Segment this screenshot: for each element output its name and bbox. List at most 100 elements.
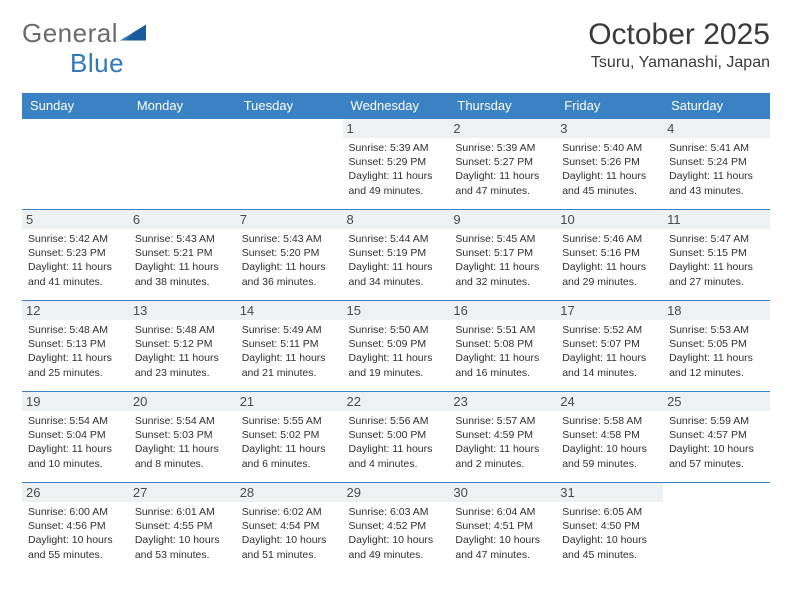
calendar-cell: 23 Sunrise: 5:57 AMSunset: 4:59 PMDayligh… bbox=[449, 391, 556, 482]
day-info: Sunrise: 5:59 AMSunset: 4:57 PMDaylight:… bbox=[669, 414, 764, 471]
day-number: 27 bbox=[129, 483, 236, 502]
calendar-body: ...1Sunrise: 5:39 AMSunset: 5:29 PMDayli… bbox=[22, 118, 770, 573]
day-number: 18 bbox=[663, 301, 770, 320]
day-number: 17 bbox=[556, 301, 663, 320]
calendar-cell: 20 Sunrise: 5:54 AMSunset: 5:03 PMDayligh… bbox=[129, 391, 236, 482]
day-number: 3 bbox=[556, 119, 663, 138]
day-info: Sunrise: 6:03 AMSunset: 4:52 PMDaylight:… bbox=[349, 505, 444, 562]
day-number: 29 bbox=[343, 483, 450, 502]
day-number: 19 bbox=[22, 392, 129, 411]
calendar-cell: 13Sunrise: 5:48 AMSunset: 5:12 PMDayligh… bbox=[129, 300, 236, 391]
day-info: Sunrise: 6:01 AMSunset: 4:55 PMDaylight:… bbox=[135, 505, 230, 562]
day-number: 25 bbox=[663, 392, 770, 411]
calendar-cell: 21 Sunrise: 5:55 AMSunset: 5:02 PMDayligh… bbox=[236, 391, 343, 482]
calendar-week-row: 12 Sunrise: 5:48 AMSunset: 5:13 PMDayligh… bbox=[22, 300, 770, 391]
calendar-cell: 10 Sunrise: 5:46 AMSunset: 5:16 PMDayligh… bbox=[556, 209, 663, 300]
calendar-week-row: 26Sunrise: 6:00 AMSunset: 4:56 PMDayligh… bbox=[22, 482, 770, 573]
day-info: Sunrise: 5:43 AMSunset: 5:20 PMDaylight:… bbox=[242, 232, 337, 289]
calendar-cell: 25 Sunrise: 5:59 AMSunset: 4:57 PMDayligh… bbox=[663, 391, 770, 482]
calendar-cell: 14 Sunrise: 5:49 AMSunset: 5:11 PMDayligh… bbox=[236, 300, 343, 391]
day-info: Sunrise: 5:48 AMSunset: 5:13 PMDaylight:… bbox=[28, 323, 123, 380]
day-number: 15 bbox=[343, 301, 450, 320]
calendar-cell: 5Sunrise: 5:42 AMSunset: 5:23 PMDaylight… bbox=[22, 209, 129, 300]
day-info: Sunrise: 5:56 AMSunset: 5:00 PMDaylight:… bbox=[349, 414, 444, 471]
weekday-header: Sunday bbox=[22, 93, 129, 118]
calendar-cell: 31Sunrise: 6:05 AMSunset: 4:50 PMDayligh… bbox=[556, 482, 663, 573]
day-info: Sunrise: 5:43 AMSunset: 5:21 PMDaylight:… bbox=[135, 232, 230, 289]
calendar-week-row: ...1Sunrise: 5:39 AMSunset: 5:29 PMDayli… bbox=[22, 118, 770, 209]
day-number: 2 bbox=[449, 119, 556, 138]
day-info: Sunrise: 5:55 AMSunset: 5:02 PMDaylight:… bbox=[242, 414, 337, 471]
weekday-header: Monday bbox=[129, 93, 236, 118]
day-info: Sunrise: 5:46 AMSunset: 5:16 PMDaylight:… bbox=[562, 232, 657, 289]
day-number: 28 bbox=[236, 483, 343, 502]
day-number: 21 bbox=[236, 392, 343, 411]
day-info: Sunrise: 5:48 AMSunset: 5:12 PMDaylight:… bbox=[135, 323, 230, 380]
calendar-cell: 12 Sunrise: 5:48 AMSunset: 5:13 PMDayligh… bbox=[22, 300, 129, 391]
calendar-cell: 28 Sunrise: 6:02 AMSunset: 4:54 PMDayligh… bbox=[236, 482, 343, 573]
day-number: 12 bbox=[22, 301, 129, 320]
day-info: Sunrise: 5:45 AMSunset: 5:17 PMDaylight:… bbox=[455, 232, 550, 289]
calendar-cell: 16 Sunrise: 5:51 AMSunset: 5:08 PMDayligh… bbox=[449, 300, 556, 391]
day-info: Sunrise: 5:41 AMSunset: 5:24 PMDaylight:… bbox=[669, 141, 764, 198]
calendar-cell: 6Sunrise: 5:43 AMSunset: 5:21 PMDaylight… bbox=[129, 209, 236, 300]
logo: General bbox=[22, 18, 146, 49]
calendar-cell: 2 Sunrise: 5:39 AMSunset: 5:27 PMDaylight… bbox=[449, 118, 556, 209]
page-title: October 2025 bbox=[588, 18, 770, 52]
weekday-header: Wednesday bbox=[343, 93, 450, 118]
calendar-week-row: 19 Sunrise: 5:54 AMSunset: 5:04 PMDayligh… bbox=[22, 391, 770, 482]
logo-triangle-icon bbox=[120, 25, 146, 41]
day-number: 9 bbox=[449, 210, 556, 229]
day-number: 14 bbox=[236, 301, 343, 320]
day-info: Sunrise: 5:51 AMSunset: 5:08 PMDaylight:… bbox=[455, 323, 550, 380]
day-number: 20 bbox=[129, 392, 236, 411]
calendar-cell: 26Sunrise: 6:00 AMSunset: 4:56 PMDayligh… bbox=[22, 482, 129, 573]
calendar-cell: 27 Sunrise: 6:01 AMSunset: 4:55 PMDayligh… bbox=[129, 482, 236, 573]
calendar-cell: 3Sunrise: 5:40 AMSunset: 5:26 PMDaylight… bbox=[556, 118, 663, 209]
weekday-header: Thursday bbox=[449, 93, 556, 118]
calendar-cell: 11 Sunrise: 5:47 AMSunset: 5:15 PMDayligh… bbox=[663, 209, 770, 300]
logo-text-2: Blue bbox=[70, 48, 124, 79]
day-info: Sunrise: 5:42 AMSunset: 5:23 PMDaylight:… bbox=[28, 232, 123, 289]
day-info: Sunrise: 5:54 AMSunset: 5:04 PMDaylight:… bbox=[28, 414, 123, 471]
day-number: 4 bbox=[663, 119, 770, 138]
day-info: Sunrise: 5:50 AMSunset: 5:09 PMDaylight:… bbox=[349, 323, 444, 380]
calendar-cell: 19 Sunrise: 5:54 AMSunset: 5:04 PMDayligh… bbox=[22, 391, 129, 482]
day-number: 31 bbox=[556, 483, 663, 502]
day-number: 7 bbox=[236, 210, 343, 229]
weekday-header: Friday bbox=[556, 93, 663, 118]
day-info: Sunrise: 5:39 AMSunset: 5:27 PMDaylight:… bbox=[455, 141, 550, 198]
day-number: 10 bbox=[556, 210, 663, 229]
day-info: Sunrise: 5:58 AMSunset: 4:58 PMDaylight:… bbox=[562, 414, 657, 471]
calendar-cell: 8 Sunrise: 5:44 AMSunset: 5:19 PMDaylight… bbox=[343, 209, 450, 300]
day-info: Sunrise: 5:54 AMSunset: 5:03 PMDaylight:… bbox=[135, 414, 230, 471]
day-info: Sunrise: 5:39 AMSunset: 5:29 PMDaylight:… bbox=[349, 141, 444, 198]
day-info: Sunrise: 5:52 AMSunset: 5:07 PMDaylight:… bbox=[562, 323, 657, 380]
calendar-cell: . bbox=[129, 118, 236, 209]
day-number: 8 bbox=[343, 210, 450, 229]
day-info: Sunrise: 5:57 AMSunset: 4:59 PMDaylight:… bbox=[455, 414, 550, 471]
calendar-cell: 17 Sunrise: 5:52 AMSunset: 5:07 PMDayligh… bbox=[556, 300, 663, 391]
calendar-week-row: 5Sunrise: 5:42 AMSunset: 5:23 PMDaylight… bbox=[22, 209, 770, 300]
day-number: 11 bbox=[663, 210, 770, 229]
calendar-table: Sunday Monday Tuesday Wednesday Thursday… bbox=[22, 93, 770, 573]
title-block: October 2025 Tsuru, Yamanashi, Japan bbox=[588, 18, 770, 72]
day-info: Sunrise: 6:00 AMSunset: 4:56 PMDaylight:… bbox=[28, 505, 123, 562]
weekday-header-row: Sunday Monday Tuesday Wednesday Thursday… bbox=[22, 93, 770, 118]
location: Tsuru, Yamanashi, Japan bbox=[588, 54, 770, 72]
day-info: Sunrise: 6:02 AMSunset: 4:54 PMDaylight:… bbox=[242, 505, 337, 562]
day-info: Sunrise: 5:44 AMSunset: 5:19 PMDaylight:… bbox=[349, 232, 444, 289]
day-info: Sunrise: 5:47 AMSunset: 5:15 PMDaylight:… bbox=[669, 232, 764, 289]
day-number: 16 bbox=[449, 301, 556, 320]
day-number: 24 bbox=[556, 392, 663, 411]
calendar-cell: 1 Sunrise: 5:39 AMSunset: 5:29 PMDaylight… bbox=[343, 118, 450, 209]
calendar-cell: . bbox=[22, 118, 129, 209]
day-info: Sunrise: 5:49 AMSunset: 5:11 PMDaylight:… bbox=[242, 323, 337, 380]
weekday-header: Tuesday bbox=[236, 93, 343, 118]
day-number: 30 bbox=[449, 483, 556, 502]
day-number: 23 bbox=[449, 392, 556, 411]
weekday-header: Saturday bbox=[663, 93, 770, 118]
calendar-cell: 30Sunrise: 6:04 AMSunset: 4:51 PMDayligh… bbox=[449, 482, 556, 573]
calendar-cell: 4 Sunrise: 5:41 AMSunset: 5:24 PMDaylight… bbox=[663, 118, 770, 209]
day-number: 1 bbox=[343, 119, 450, 138]
